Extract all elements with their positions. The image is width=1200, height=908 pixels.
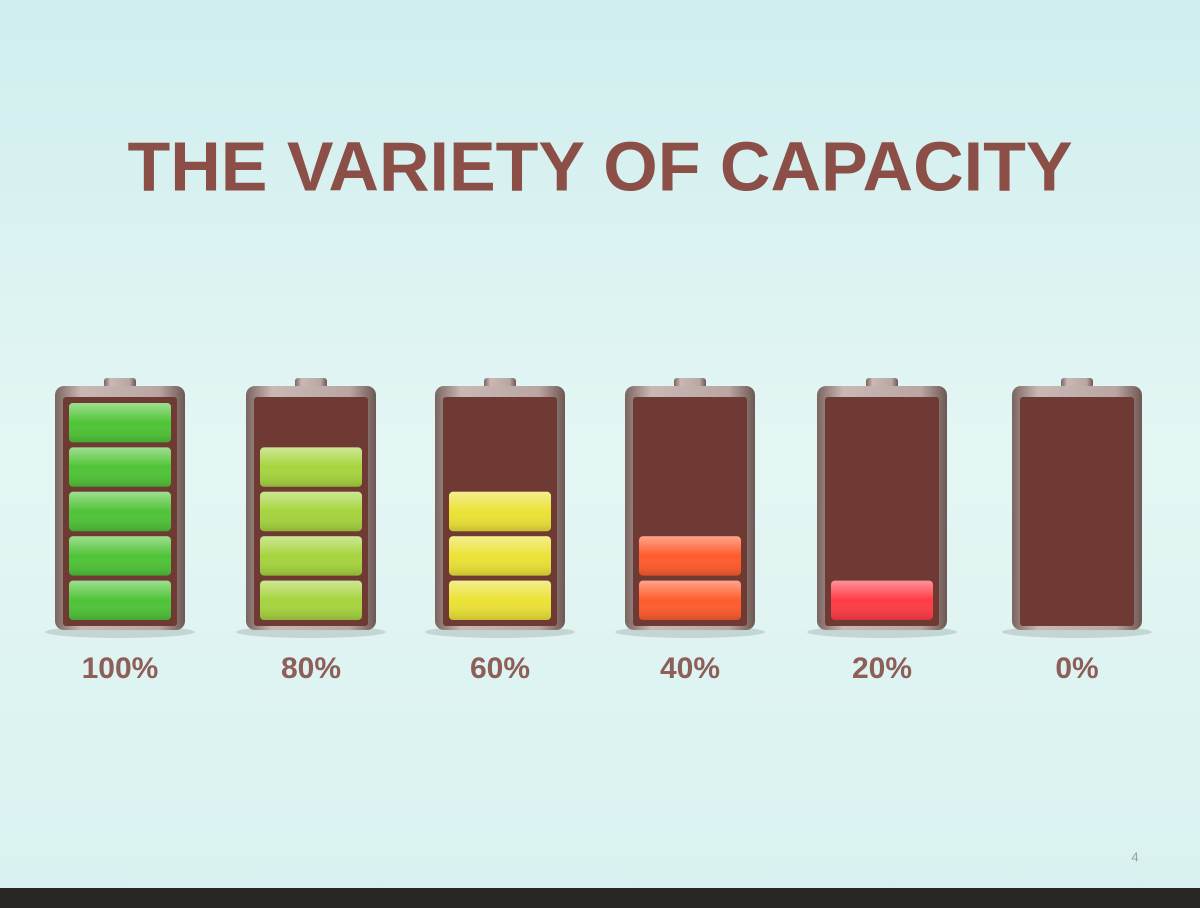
segment-shine <box>260 447 362 487</box>
battery-inner <box>825 397 939 626</box>
capacity-label: 100% <box>82 652 159 685</box>
segment-shine <box>260 536 362 576</box>
segment-shine <box>449 580 551 620</box>
battery-cap <box>104 378 136 388</box>
segment-shine <box>449 491 551 532</box>
segment-shine <box>260 491 362 532</box>
segment-shine <box>69 447 171 487</box>
battery-cap <box>674 378 706 388</box>
segment-shine <box>449 536 551 576</box>
screen-edge <box>0 888 1200 908</box>
capacity-label: 20% <box>852 652 912 685</box>
segment-shine <box>260 580 362 620</box>
segment-shine <box>69 403 171 443</box>
capacity-label: 40% <box>660 652 720 685</box>
slide-title: THE VARIETY OF CAPACITY <box>127 127 1072 205</box>
battery-cap <box>295 378 327 388</box>
battery-cap <box>1061 378 1093 388</box>
capacity-label: 80% <box>281 652 341 685</box>
capacity-label: 60% <box>470 652 530 685</box>
segment-shine <box>69 580 171 620</box>
segment-shine <box>831 580 933 620</box>
segment-shine <box>639 536 741 576</box>
segment-shine <box>639 580 741 620</box>
page-number: 4 <box>1131 849 1138 864</box>
capacity-label: 0% <box>1055 652 1098 685</box>
segment-shine <box>69 536 171 576</box>
battery-cap <box>866 378 898 388</box>
battery-cap <box>484 378 516 388</box>
segment-shine <box>69 491 171 532</box>
battery-inner <box>1020 397 1134 626</box>
